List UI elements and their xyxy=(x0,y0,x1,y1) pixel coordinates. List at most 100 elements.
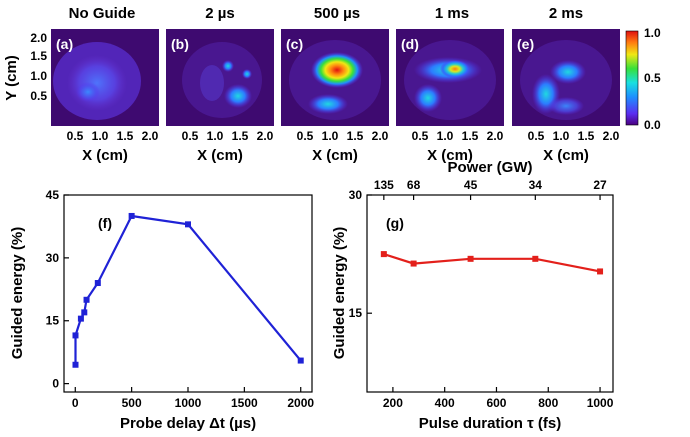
beam-lower-e xyxy=(548,97,584,115)
plot-f-point xyxy=(128,212,135,219)
plot-f-point xyxy=(83,296,90,303)
heatmap-ylabel: Y (cm) xyxy=(3,55,20,101)
colorbar-tick-label: 0.5 xyxy=(644,71,661,85)
plot-g-top-xlabel: Power (GW) xyxy=(448,159,533,176)
colorbar-tick-label: 1.0 xyxy=(644,26,661,40)
plot-f-xlabel: Probe delay Δt (µs) xyxy=(120,415,256,432)
beam-lower-c xyxy=(308,94,348,114)
panel-title-d: 1 ms xyxy=(435,5,469,22)
heatmap-xtick-label: 1.5 xyxy=(117,129,134,143)
beam-lower-d xyxy=(414,84,442,112)
plot-f-ytick-label: 15 xyxy=(46,314,60,328)
plot-g-top-xtick-label: 135 xyxy=(374,178,394,192)
plot-g: (g) Pulse duration τ (fs) Power (GW) Gui… xyxy=(331,159,614,432)
plot-g-ytick-label: 30 xyxy=(349,188,363,202)
heatmap-xticks: 0.5 1.0 1.5 2.0 0.5 1.0 1.5 2.0 0.5 1.0 1.5 2.0 0.5 1… xyxy=(67,129,620,143)
beam-core-a xyxy=(76,82,100,102)
plot-g-ticks: 200 400 600 800 1000 15 30 135 68 45 34 27 xyxy=(349,178,614,410)
plot-g-top-xtick-label: 34 xyxy=(529,178,543,192)
heatmap-xlabel: X (cm) xyxy=(543,147,589,164)
heatmap-xlabel: X (cm) xyxy=(197,147,243,164)
panel-tag-b: (b) xyxy=(171,36,189,52)
plot-g-top-xtick-label: 45 xyxy=(464,178,478,192)
heatmap-ytick-label: 1.5 xyxy=(30,49,47,63)
plot-g-series xyxy=(380,251,604,275)
panel-title-e: 2 ms xyxy=(549,5,583,22)
plot-g-xtick-label: 1000 xyxy=(587,396,614,410)
colorbar-tick-label: 0.0 xyxy=(644,118,661,132)
plot-f-ytick-label: 30 xyxy=(46,251,60,265)
heatmap-row: No Guide 2 µs 500 µs 1 ms 2 ms (a) (b) xyxy=(3,5,661,164)
plot-f-point xyxy=(94,280,101,287)
heatmap-xtick-label: 1.5 xyxy=(578,129,595,143)
heatmap-panel-e: (e) xyxy=(512,29,620,126)
plot-f-xtick-label: 2000 xyxy=(287,396,314,410)
heatmap-xtick-label: 0.5 xyxy=(67,129,84,143)
heatmap-xtick-label: 1.0 xyxy=(92,129,109,143)
plot-f: (f) Probe delay Δt (µs) Guided energy (%… xyxy=(9,188,314,432)
heatmap-xtick-label: 1.5 xyxy=(347,129,364,143)
plot-g-xtick-label: 200 xyxy=(383,396,403,410)
heatmap-xtick-label: 2.0 xyxy=(603,129,620,143)
heatmap-xtick-label: 2.0 xyxy=(257,129,274,143)
panel-tag-d: (d) xyxy=(401,36,419,52)
colorbar xyxy=(625,30,639,126)
heatmap-xtick-label: 1.5 xyxy=(232,129,249,143)
plot-f-ytick-label: 45 xyxy=(46,188,60,202)
plot-g-ytick-label: 15 xyxy=(349,306,363,320)
heatmap-ytick-label: 1.0 xyxy=(30,69,47,83)
heatmap-panel-d: (d) xyxy=(396,29,504,126)
plot-g-point xyxy=(410,260,417,267)
plot-f-point xyxy=(185,221,191,228)
plot-g-xtick-label: 800 xyxy=(538,396,558,410)
beam-spot-b3 xyxy=(242,69,252,79)
plot-f-ytick-label: 0 xyxy=(52,377,59,391)
plot-g-tag: (g) xyxy=(386,215,404,231)
heatmap-xtick-label: 2.0 xyxy=(487,129,504,143)
plot-g-xtick-label: 600 xyxy=(486,396,506,410)
plot-g-ylabel: Guided energy (%) xyxy=(331,227,348,360)
beam-spot-a xyxy=(67,55,127,111)
beam-spot-b4 xyxy=(200,65,224,101)
panel-tag-a: (a) xyxy=(56,36,73,52)
plot-f-xtick-label: 1500 xyxy=(231,396,258,410)
plot-g-point xyxy=(467,255,474,262)
heatmap-panel-c: (c) xyxy=(281,29,389,126)
plot-f-point xyxy=(72,361,79,368)
plot-f-xtick-label: 0 xyxy=(72,396,79,410)
plot-g-top-xtick-label: 27 xyxy=(593,178,607,192)
plot-g-point xyxy=(597,268,604,275)
heatmap-xtick-label: 0.5 xyxy=(528,129,545,143)
plot-g-frame xyxy=(366,194,614,393)
plot-f-tag: (f) xyxy=(98,215,112,231)
panel-tag-e: (e) xyxy=(517,36,534,52)
plot-f-point xyxy=(81,309,88,316)
beam-hotspot-d xyxy=(440,60,470,78)
heatmap-xtick-label: 1.0 xyxy=(437,129,454,143)
plot-f-series xyxy=(72,212,304,368)
beam-hotspot-c xyxy=(311,52,363,88)
heatmap-panel-b: (b) xyxy=(166,29,274,126)
plot-f-point xyxy=(77,315,84,322)
heatmap-xtick-label: 0.5 xyxy=(412,129,429,143)
plot-g-top-xtick-label: 68 xyxy=(407,178,421,192)
plot-g-point xyxy=(380,251,387,258)
heatmap-xtick-label: 0.5 xyxy=(182,129,199,143)
plot-g-xtick-label: 400 xyxy=(435,396,455,410)
heatmap-xlabel: X (cm) xyxy=(427,147,473,164)
beam-spot-b2 xyxy=(222,60,234,72)
heatmap-xtick-label: 1.5 xyxy=(462,129,479,143)
plot-f-point xyxy=(72,332,79,339)
plot-f-ylabel: Guided energy (%) xyxy=(9,227,26,360)
heatmap-ytick-label: 2.0 xyxy=(30,31,47,45)
heatmap-xlabel: X (cm) xyxy=(82,147,128,164)
heatmap-panel-a: (a) xyxy=(51,29,159,126)
panel-title-c: 500 µs xyxy=(314,5,360,22)
heatmap-xlabels: X (cm) X (cm) X (cm) X (cm) X (cm) xyxy=(82,147,589,164)
heatmap-xtick-label: 1.0 xyxy=(322,129,339,143)
beam-upper-e xyxy=(550,60,586,84)
plot-f-ticks: 0 500 1000 1500 2000 0 15 30 45 xyxy=(46,188,315,410)
plot-g-xlabel: Pulse duration τ (fs) xyxy=(419,415,562,432)
heatmap-xtick-label: 2.0 xyxy=(142,129,159,143)
